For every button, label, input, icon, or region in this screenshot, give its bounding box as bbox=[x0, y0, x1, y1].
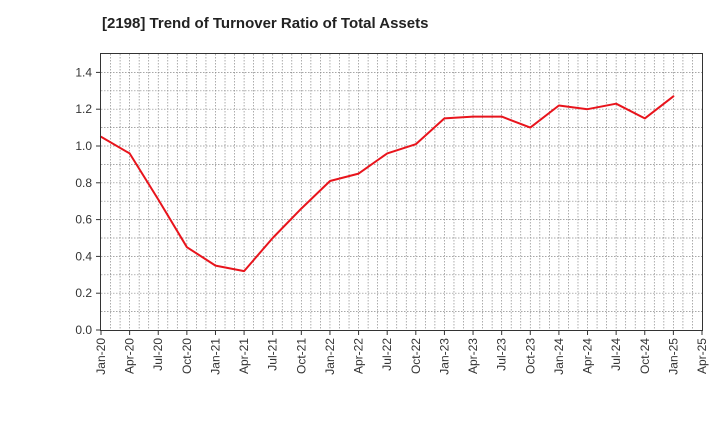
x-tick-label: Jan-23 bbox=[437, 338, 451, 375]
x-tick-label: Apr-22 bbox=[352, 338, 366, 374]
x-tick-label: Oct-20 bbox=[180, 338, 194, 374]
x-tick-label: Apr-24 bbox=[581, 338, 595, 374]
x-tick-label: Oct-24 bbox=[638, 338, 652, 374]
x-tick-label: Jan-24 bbox=[552, 338, 566, 375]
y-tick-label: 1.4 bbox=[75, 65, 92, 79]
x-tick-label: Jul-20 bbox=[151, 338, 165, 371]
y-tick-label: 0.0 bbox=[75, 323, 92, 337]
x-tick-label: Oct-22 bbox=[409, 338, 423, 374]
x-tick-label: Jan-21 bbox=[208, 338, 222, 375]
series-layer bbox=[100, 95, 675, 273]
x-tick-label: Jul-21 bbox=[266, 338, 280, 371]
y-tick-label: 0.8 bbox=[75, 176, 92, 190]
x-tick-label: Jul-24 bbox=[609, 338, 623, 371]
x-tick-label: Jan-20 bbox=[94, 338, 108, 375]
x-tick-label: Apr-20 bbox=[123, 338, 137, 374]
x-tick-label: Apr-23 bbox=[466, 338, 480, 374]
y-tick-label: 1.0 bbox=[75, 139, 92, 153]
x-tick-label: Jan-25 bbox=[666, 338, 680, 375]
grid-layer bbox=[101, 54, 702, 330]
x-tick-label: Apr-21 bbox=[237, 338, 251, 374]
axis-layer: 0.0 0.2 0.4 0.6 0.8 1.0 1.2 1.4 Jan-20 Apr-20 Jul-… bbox=[75, 65, 709, 374]
x-tick-label: Oct-23 bbox=[523, 338, 537, 374]
x-tick-label: Jul-23 bbox=[495, 338, 509, 371]
y-tick-label: 0.4 bbox=[75, 249, 92, 263]
chart-title: [2198] Trend of Turnover Ratio of Total … bbox=[102, 15, 429, 32]
plot-frame bbox=[100, 53, 703, 331]
x-tick-label: Jul-22 bbox=[380, 338, 394, 371]
y-tick-label: 0.6 bbox=[75, 213, 92, 227]
series-line bbox=[100, 95, 675, 273]
y-tick-label: 0.2 bbox=[75, 286, 92, 300]
x-tick-label: Oct-21 bbox=[294, 338, 308, 374]
x-tick-label: Apr-25 bbox=[695, 338, 709, 374]
x-tick-label: Jan-22 bbox=[323, 338, 337, 375]
y-tick-label: 1.2 bbox=[75, 102, 92, 116]
